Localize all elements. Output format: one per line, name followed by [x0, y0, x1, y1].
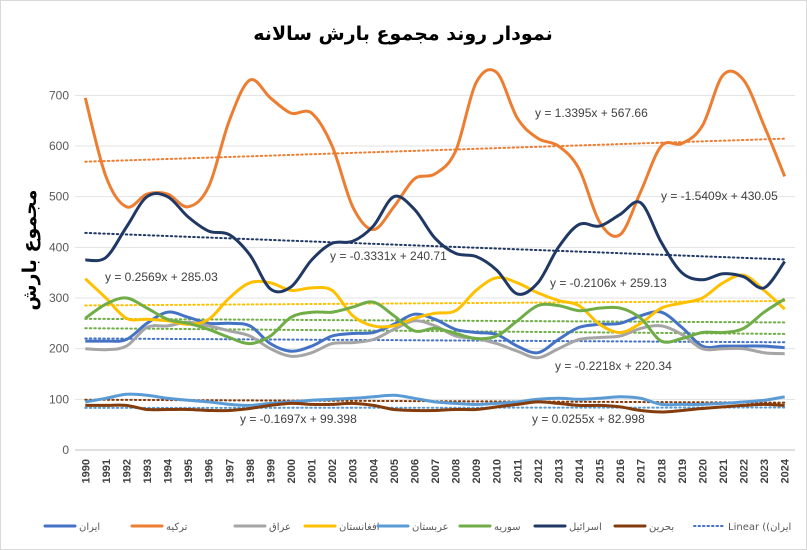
- trendline: [84, 300, 786, 307]
- x-tick-label: 2020: [697, 459, 709, 483]
- x-tick-label: 2018: [656, 459, 668, 483]
- y-tick-label: 600: [49, 139, 69, 153]
- trendline: [84, 327, 786, 335]
- trend-equation-label: y = 1.3395x + 567.66: [535, 106, 648, 120]
- trend-equation-label: y = 0.2569x + 285.03: [105, 270, 218, 284]
- x-tick-label: 2011: [512, 459, 524, 483]
- x-tick-label: 2016: [615, 459, 627, 483]
- x-tick-label: 1994: [163, 458, 175, 483]
- legend-label: ایران: [79, 522, 100, 533]
- chart-title: نمودار روند مجموع بارش سالانه: [253, 23, 552, 45]
- series-line: [85, 400, 785, 414]
- x-tick-label: 2022: [739, 459, 751, 483]
- y-tick-label: 400: [49, 240, 69, 254]
- x-tick-label: 2010: [492, 459, 504, 483]
- trend-equation-label: y = -0.2218x + 220.34: [555, 359, 672, 373]
- series-line: [85, 192, 786, 296]
- x-tick-label: 2005: [389, 459, 401, 483]
- legend-label: سوریه: [494, 522, 521, 533]
- series-line: [84, 273, 786, 335]
- series-line: [83, 68, 787, 238]
- x-tick-label: 1992: [121, 459, 133, 483]
- x-tick-label: 1999: [265, 459, 277, 483]
- x-tick-label: 2013: [553, 459, 565, 483]
- trendline: [84, 231, 786, 261]
- x-tick-label: 2015: [595, 459, 607, 483]
- legend-label: عراق: [269, 522, 291, 533]
- y-tick-label: 100: [49, 392, 69, 406]
- x-tick-label: 2023: [759, 459, 771, 483]
- series-lines: [83, 68, 787, 414]
- x-tick-label: 2008: [451, 459, 463, 483]
- x-tick-label: 2019: [677, 459, 689, 483]
- trendline: [84, 317, 786, 324]
- trend-equation-label: y = -0.2106x + 259.13: [550, 276, 667, 290]
- x-tick-label: 1991: [101, 459, 113, 483]
- y-tick-label: 700: [49, 88, 69, 102]
- x-tick-label: 2003: [348, 459, 360, 483]
- series-line: [85, 319, 785, 360]
- trend-equation-label: y = -0.1697x + 99.398: [240, 412, 357, 426]
- y-tick-label: 500: [49, 190, 69, 204]
- trend-equation-label: y = 0.0255x + 82.998: [532, 412, 645, 426]
- x-tick-label: 1993: [142, 459, 154, 483]
- x-tick-label: 1996: [204, 459, 216, 483]
- trend-equations: y = 1.3395x + 567.66 y = -1.5409x + 430.0…: [105, 106, 778, 426]
- x-tick-label: 2017: [636, 459, 648, 483]
- x-tick-label: 2001: [307, 459, 319, 483]
- y-tick-label: 200: [49, 342, 69, 356]
- x-tick-label: 2002: [327, 459, 339, 483]
- series-line: [84, 296, 786, 346]
- x-tick-label: 1990: [80, 459, 92, 483]
- trend-equation-label: y = -1.5409x + 430.05: [661, 189, 778, 203]
- series-line: [85, 392, 785, 407]
- x-axis-ticks: 1990 1991 1992 1993 1994 1995 1996 1997 1998 1999…: [80, 458, 791, 483]
- legend-label: اسرائیل: [569, 522, 602, 533]
- x-tick-label: 2007: [430, 459, 442, 483]
- trend-equation-label: y = -0.3331x + 240.71: [330, 249, 447, 263]
- x-tick-label: 2006: [409, 459, 421, 483]
- y-tick-label: 0: [62, 443, 69, 457]
- y-axis-label: مجموع بارش: [19, 189, 41, 310]
- legend-label: Linear ((ایران: [728, 522, 791, 533]
- x-tick-label: 2012: [533, 459, 545, 483]
- trendline: [84, 137, 786, 163]
- x-tick-label: 2009: [471, 459, 483, 483]
- y-tick-label: 300: [49, 291, 69, 305]
- x-tick-label: 2000: [286, 459, 298, 483]
- legend-label: بحرین: [649, 522, 674, 533]
- x-tick-label: 1998: [245, 459, 257, 483]
- y-axis-ticks: 0 100 200 300 400 500 600 700: [49, 88, 69, 457]
- legend: ایران ترکیه عراق افغانستان عربستان سوریه اسرائ…: [43, 522, 791, 533]
- x-tick-label: 2021: [718, 459, 730, 483]
- x-tick-label: 1995: [183, 459, 195, 483]
- x-tick-label: 2014: [574, 458, 586, 483]
- x-tick-label: 2004: [368, 458, 380, 483]
- x-tick-label: 2024: [780, 458, 792, 483]
- legend-label: ترکیه: [166, 522, 188, 533]
- legend-label: افغانستان: [339, 522, 380, 533]
- x-tick-label: 1997: [224, 459, 236, 483]
- legend-label: عربستان: [412, 522, 449, 533]
